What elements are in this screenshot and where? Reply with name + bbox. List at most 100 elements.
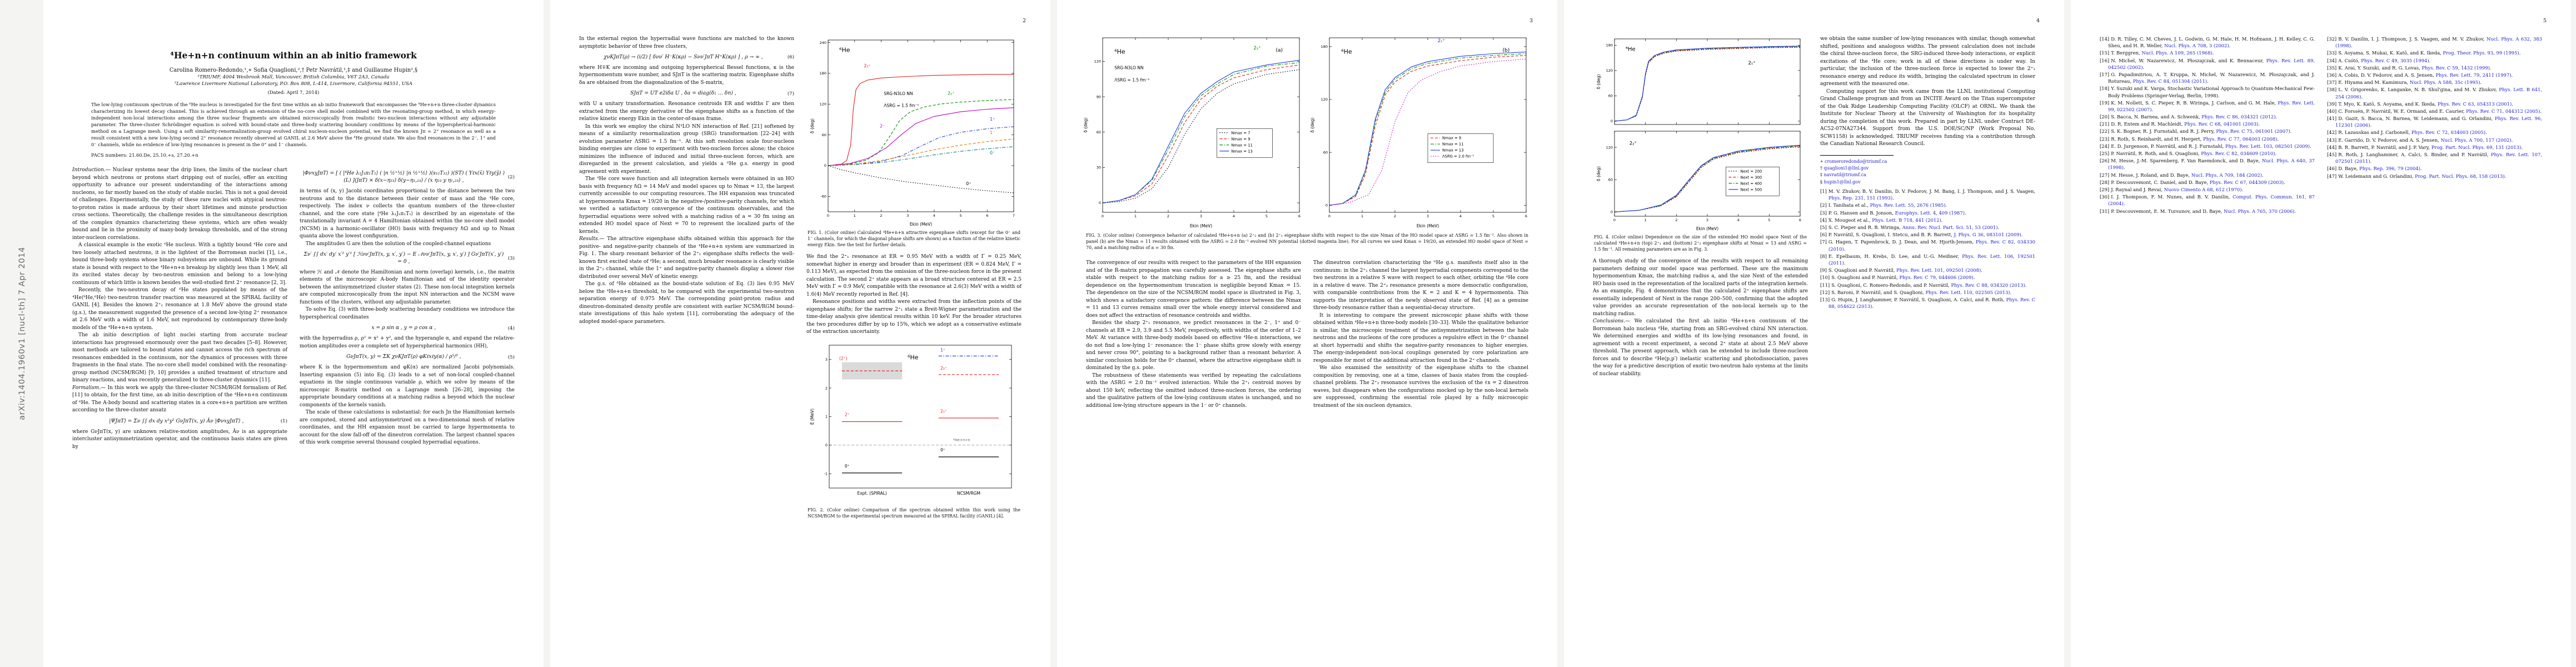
reference-link[interactable]: Phys. Rev. Lett. 79, 2411 (1997) xyxy=(2435,72,2512,78)
svg-text:NCSM/RGM: NCSM/RGM xyxy=(956,491,980,496)
reference-link[interactable]: Phys. Lett. B 718, 441 (2012) xyxy=(1872,217,1941,223)
svg-text:Next = 400: Next = 400 xyxy=(1740,181,1762,186)
display-equation-7: SJπT = UT e2iδa U , δa = diag(δ₁ … δn) ,… xyxy=(630,90,794,97)
reference-link[interactable]: Phys. Rev. C 72, 034003 (2005) xyxy=(2411,130,2486,136)
email-link[interactable]: navratil@triumf.ca xyxy=(1823,172,1866,178)
reference-link[interactable]: Phys. Rev. C 71, 044312 (2005) xyxy=(2466,108,2540,114)
reference-number: [17] xyxy=(2100,71,2110,77)
svg-text:Next = 200: Next = 200 xyxy=(1740,169,1762,173)
reference-number: [12] xyxy=(1820,289,1830,295)
reference-link[interactable]: Phys. Rev. C 49, 3035 (1994) xyxy=(2361,57,2429,63)
reference-link[interactable]: Phys. Rev. Lett. 89, 042502 (2002) xyxy=(2108,57,2315,70)
reference-link[interactable]: Prog. Part. Nucl. Phys. 69, 131 (2013) xyxy=(2431,144,2522,150)
page3-left-column: The convergence of our results with resp… xyxy=(1086,260,1301,410)
reference-link[interactable]: Nucl. Phys. A 765, 370 (2006) xyxy=(2224,208,2295,214)
svg-text:1: 1 xyxy=(1134,214,1137,218)
body-paragraph: Resonance positions and widths were extr… xyxy=(806,299,1022,335)
svg-text:3: 3 xyxy=(1200,214,1202,218)
reference-link[interactable]: Phys. Rev. Lett. 103, 082501 (2009) xyxy=(2225,143,2310,149)
reference-link[interactable]: Phys. Rev. C 67, 044309 (2003) xyxy=(2209,179,2284,185)
affiliation-1: ¹TRIUMF, 4004 Wesbrook Mall, Vancouver, … xyxy=(197,74,390,81)
svg-text:δ (deg): δ (deg) xyxy=(810,118,815,133)
reference-link[interactable]: Phys. Rep. 396, 79 (2004) xyxy=(2359,166,2420,172)
email-link[interactable]: hupin1@llnl.gov xyxy=(1823,179,1861,185)
reference-link[interactable]: Phys. Rev. Lett. 110, 022505 (2013) xyxy=(1925,289,2010,295)
display-equation-6: χνKJπT(ρ) → (i/2) [ δνν′ H⁻K(κρ) − Sνν′J… xyxy=(604,54,794,61)
reference-link[interactable]: J. Phys. G 36, 083101 (2009) xyxy=(1954,232,2021,238)
reference-number: [32] xyxy=(2327,36,2337,42)
svg-text:60: 60 xyxy=(821,133,826,137)
reference-number: [47] xyxy=(2327,173,2337,179)
body-paragraph: The dineutron correlation characterizing… xyxy=(1313,260,1528,311)
reference-link[interactable]: Phys. Rev. Lett. 101, 092501 (2008) xyxy=(1896,267,1981,273)
reference-link[interactable]: Phys. Lett. B 641, 254 (2006) xyxy=(2335,87,2542,99)
reference-link[interactable]: Phys. Rev. C 75, 061001 (2007) xyxy=(2216,128,2290,135)
svg-text:E (MeV): E (MeV) xyxy=(810,409,815,425)
reference-link[interactable]: Nuovo Cimento A 68, 612 (1970) xyxy=(2164,186,2242,192)
svg-text:⁶He: ⁶He xyxy=(839,47,850,54)
page-number: 5 xyxy=(2543,18,2547,24)
reference-link[interactable]: Nucl. Phys. A 709, 184 (2002) xyxy=(2191,172,2263,178)
reference-link[interactable]: Annu. Rev. Nucl. Part. Sci. 51, 53 (2001… xyxy=(1902,225,1998,230)
reference-entry: [15] T. Berggren, Nucl. Phys. A 109, 265 … xyxy=(2100,50,2214,56)
reference-link[interactable]: Comput. Phys. Commun. 161, 87 (2004) xyxy=(2108,194,2315,207)
fig4a-next-dependence-chart: 0 60 120 180 δ (deg) ⁶He 2₁⁺ xyxy=(1596,38,1800,125)
affiliation-2: ²Lawrence Livermore National Laboratory,… xyxy=(174,81,413,87)
reference-link[interactable]: Phys. Rev. C 88, 034320 (2013) xyxy=(1951,282,2025,288)
svg-text:4: 4 xyxy=(933,213,935,218)
footnote-entry: § hupin1@llnl.gov xyxy=(1820,179,1861,185)
body-paragraph: with the hyperradius ρ, ρ² = x² + y², an… xyxy=(300,336,515,349)
arxiv-stamp: arXiv:1404.1960v1 [nucl-th] 7 Apr 2014 xyxy=(18,247,27,420)
reference-link[interactable]: Phys. Rev. C 82, 034330 (2010) xyxy=(1828,239,2035,252)
reference-link[interactable]: Nucl. Phys. A 632, 383 (1998) xyxy=(2335,36,2542,49)
svg-text:4: 4 xyxy=(1737,218,1739,222)
reference-link[interactable]: Phys. Rev. C 59, 1432 (1999) xyxy=(2421,64,2490,71)
page1-left-column: Introduction.— Nuclear systems near the … xyxy=(72,167,287,451)
reference-link[interactable]: Phys. Rev. C 63, 054313 (2001) xyxy=(2437,101,2512,107)
body-text: Nuclear systems near the drip lines, the… xyxy=(72,167,288,241)
body-paragraph: The g.s. of ⁶He obtained as the bound-st… xyxy=(579,281,794,325)
svg-text:6: 6 xyxy=(1525,214,1527,218)
reference-link[interactable]: Phys. Rev. C 84, 051304 (2011) xyxy=(2132,78,2208,84)
svg-text:2⁺: 2⁺ xyxy=(844,412,849,417)
reference-link[interactable]: Prog. Theor. Phys. 93, 99 (1995) xyxy=(2443,50,2519,56)
body-paragraph: The convergence of our results with resp… xyxy=(1086,260,1301,318)
reference-number: [5] xyxy=(1820,225,1827,230)
reference-link[interactable]: Phys. Rep. 231, 151 (1993) xyxy=(1828,195,1893,201)
svg-text:δ (deg): δ (deg) xyxy=(1083,117,1088,132)
page4-left-column: 0 60 120 180 δ (deg) ⁶He 2₁⁺ 0 1 2 3 4 5 6 0 60 120 Ekin… xyxy=(1593,36,1808,378)
reference-link[interactable]: Phys. Rev. C 79, 044606 (2009) xyxy=(1899,275,1974,281)
reference-link[interactable]: Phys. Rev. C 86, 034321 (2012) xyxy=(2201,114,2276,120)
reference-link[interactable]: Europhys. Lett. 4, 409 (1987) xyxy=(1895,210,1965,216)
reference-link[interactable]: Nucl. Phys. A 640, 37 (1998) xyxy=(2108,158,2315,171)
reference-link[interactable]: Phys. Rev. C 77, 064003 (2008) xyxy=(2203,136,2278,142)
reference-link[interactable]: Phys. Rev. C 82, 034609 (2010) xyxy=(2201,151,2275,156)
page2-right-column: 0 1 2 3 4 5 6 7 -60 0 60 120 180 240 Ekin (MeV) δ (deg)… xyxy=(806,36,1022,525)
body-paragraph: In this work we employ the chiral N³LO N… xyxy=(579,123,794,175)
svg-text:0⁺: 0⁺ xyxy=(940,447,945,452)
reference-link[interactable]: Nucl. Phys. A 700, 117 (2002) xyxy=(2440,137,2512,143)
reference-link[interactable]: Nucl. Phys. A 588, 35c (1995) xyxy=(2409,79,2480,86)
svg-text:180: 180 xyxy=(819,71,826,76)
page1-columns: Introduction.— Nuclear systems near the … xyxy=(43,167,544,451)
reference-entry: [22] S. K. Bogner, R. J. Furnstahl, and R… xyxy=(2100,128,2292,135)
email-link[interactable]: quaglioni1@llnl.gov xyxy=(1823,165,1869,171)
reference-link[interactable]: Phys. Rev. Lett. 55, 2676 (1985) xyxy=(1870,202,1946,208)
reference-link[interactable]: Nucl. Phys. A 708, 3 (2002) xyxy=(2164,43,2229,49)
svg-text:0⁺: 0⁺ xyxy=(844,464,849,469)
reference-entry: [6] P. Navrátil, S. Quaglioni, I. Stetcu,… xyxy=(1820,232,2023,238)
svg-text:0: 0 xyxy=(1613,218,1615,222)
reference-link[interactable]: Phys. Rev. C 68, 041001 (2003) xyxy=(2184,121,2259,127)
reference-link[interactable]: Phys. Rev. Lett. 99, 022502 (2007) xyxy=(2108,99,2315,112)
reference-entry: [36] A. Cobis, D. V. Fedorov, and A. S. J… xyxy=(2327,72,2513,78)
reference-link[interactable]: Phys. Rev. Lett. 96, 112301 (2006) xyxy=(2335,116,2542,128)
reference-link[interactable]: Prog. Part. Nucl. Phys. 68, 158 (2013) xyxy=(2415,173,2505,179)
email-link[interactable]: cromeroredondo@triumf.ca xyxy=(1824,158,1887,164)
svg-text:120: 120 xyxy=(1094,59,1101,64)
reference-link[interactable]: Phys. Rev. Lett. 106, 192501 (2011) xyxy=(1828,253,2035,266)
reference-link[interactable]: Phys. Rev. C 88, 054622 (2013) xyxy=(1828,296,2035,310)
body-paragraph: The amplitudes G are then the solution o… xyxy=(306,241,491,247)
reference-link[interactable]: Phys. Rev. Lett. 107, 072501 (2011) xyxy=(2335,152,2542,165)
reference-entry: [26] M. Hesse, J.-M. Sparenberg, F. Van R… xyxy=(2100,158,2315,171)
reference-link[interactable]: Nucl. Phys. A 109, 265 (1968) xyxy=(2141,50,2213,56)
